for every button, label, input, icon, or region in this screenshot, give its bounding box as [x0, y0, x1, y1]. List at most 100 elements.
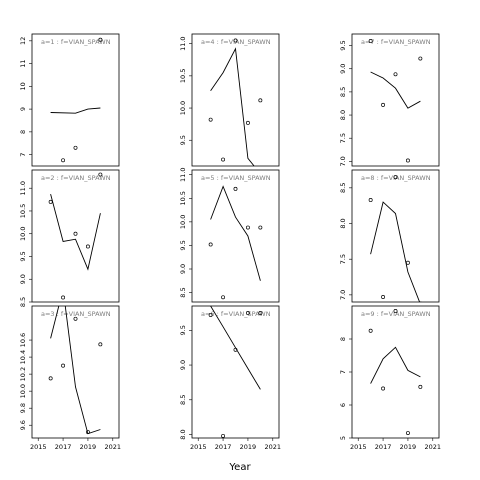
- data-point: [73, 231, 78, 236]
- y-tick-label: 9.0: [339, 64, 347, 74]
- fitted-line: [50, 193, 101, 271]
- y-tick-label: 8.5: [19, 297, 27, 307]
- fitted-line: [210, 306, 261, 390]
- y-tick-label: 11.0: [179, 36, 187, 50]
- y-tick-label: 8: [19, 130, 27, 134]
- data-point: [393, 72, 398, 77]
- y-tick-label: 9.8: [19, 403, 27, 413]
- panel-frame: [351, 33, 440, 167]
- x-tick-label: 2019: [240, 443, 257, 451]
- y-tick-label: 10.5: [179, 191, 187, 205]
- data-point: [258, 225, 263, 230]
- x-tick-label: 2021: [105, 443, 122, 451]
- panel-strip-label: a=2 : f=VIAN_SPAWN: [41, 174, 111, 182]
- panel-frame: [191, 33, 280, 167]
- panel-strip-label: a=3 : f=VIAN_SPAWN: [41, 310, 111, 318]
- x-tick-label: 2017: [55, 443, 72, 451]
- data-point: [381, 386, 386, 391]
- data-point: [381, 295, 386, 299]
- x-tick-label: 2021: [265, 443, 282, 451]
- x-axis-label: Year: [228, 462, 251, 473]
- data-point: [245, 120, 250, 125]
- x-tick-label: 2017: [375, 443, 392, 451]
- y-tick-label: 9.6: [19, 420, 27, 430]
- fitted-line: [210, 185, 261, 281]
- data-point: [368, 328, 373, 333]
- panel-5: a=5 : f=VIAN_SPAWN 8.5 9.0 9.5 10.0 10.5 11.0: [179, 167, 280, 303]
- fitted-line: [50, 306, 101, 435]
- y-tick-label: 10: [19, 82, 27, 90]
- y-tick-label: 10.5: [179, 69, 187, 83]
- y-tick-label: 12: [19, 37, 27, 45]
- data-point: [405, 431, 410, 435]
- x-tick-label: 2015: [190, 443, 207, 451]
- data-point: [208, 242, 213, 247]
- data-point: [381, 102, 386, 107]
- panel-strip-label: a=6 : f=VIAN_SPAWN: [201, 310, 271, 318]
- data-point: [233, 38, 238, 43]
- y-tick-label: 9.5: [339, 40, 347, 50]
- y-tick-label: 10.0: [19, 384, 27, 398]
- data-point: [61, 363, 66, 368]
- y-tick-label: 9.5: [179, 325, 187, 335]
- y-tick-label: 8.0: [339, 218, 347, 228]
- data-point: [233, 347, 238, 352]
- x-tick-label: 2017: [215, 443, 232, 451]
- data-point: [208, 313, 213, 317]
- panel-8: a=6 : f=VIAN_SPAWN 8.0 8.5 9.0 9.5 2015 2017 20…: [179, 305, 282, 451]
- y-tick-label: 8.5: [179, 395, 187, 405]
- data-point: [48, 376, 53, 381]
- data-point: [221, 157, 226, 162]
- x-tick-label: 2021: [425, 443, 442, 451]
- y-tick-label: 6: [339, 403, 347, 407]
- y-tick-label: 9.5: [19, 251, 27, 261]
- y-tick-label: 7.0: [339, 156, 347, 166]
- y-tick-label: 8.0: [339, 110, 347, 120]
- data-point: [368, 38, 373, 43]
- fitted-line: [50, 107, 101, 114]
- data-point: [258, 310, 263, 315]
- y-tick-label: 9.5: [179, 240, 187, 250]
- y-tick-label: 8.5: [339, 183, 347, 193]
- data-point: [98, 342, 103, 347]
- y-tick-label: 11: [19, 59, 27, 67]
- panel-strip-label: a=1 : f=VIAN_SPAWN: [41, 38, 111, 46]
- data-point: [73, 316, 78, 321]
- data-point: [258, 98, 263, 103]
- fitted-line: [370, 71, 421, 109]
- panel-strip-label: a=7 : f=VIAN_SPAWN: [361, 38, 431, 46]
- y-tick-label: 8.0: [179, 429, 187, 439]
- data-point: [85, 430, 90, 434]
- y-tick-label: 9: [19, 107, 27, 111]
- panel-frame: [31, 305, 120, 439]
- data-point: [418, 56, 423, 61]
- data-point: [85, 244, 90, 249]
- y-tick-label: 9.0: [179, 264, 187, 274]
- panel-strip-label: a=8 : f=VIAN_SPAWN: [361, 174, 431, 182]
- y-tick-label: 9.0: [19, 274, 27, 284]
- panel-frame: [191, 305, 280, 439]
- data-point: [368, 198, 373, 202]
- y-tick-label: 10.6: [19, 333, 27, 347]
- y-tick-label: 8: [339, 337, 347, 341]
- x-tick-label: 2019: [400, 443, 417, 451]
- panel-frame: [191, 169, 280, 303]
- y-tick-label: 10.4: [19, 350, 27, 364]
- y-tick-label: 11.0: [19, 181, 27, 195]
- fitted-line: [370, 201, 421, 302]
- y-tick-label: 5: [339, 436, 347, 440]
- panel-frame: [31, 169, 120, 303]
- x-tick-label: 2019: [80, 443, 97, 451]
- data-point: [61, 158, 66, 163]
- y-tick-label: 7: [339, 370, 347, 374]
- data-point: [405, 158, 410, 163]
- y-tick-label: 8.5: [179, 287, 187, 297]
- data-point: [208, 117, 213, 122]
- panel-4: a=2 : f=VIAN_SPAWN 8.5 9.0 9.5 10.0 10.5 11.0: [19, 169, 120, 307]
- fitted-line: [210, 47, 255, 166]
- data-point: [233, 186, 238, 191]
- panel-strip-label: a=5 : f=VIAN_SPAWN: [201, 174, 271, 182]
